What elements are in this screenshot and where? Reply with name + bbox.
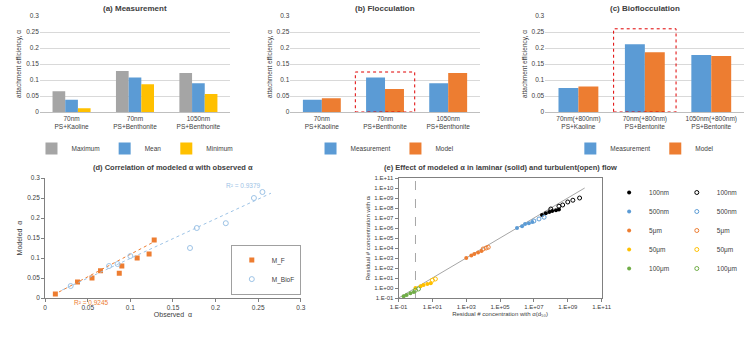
svg-text:Mean: Mean [145, 145, 162, 152]
svg-text:1.E+04: 1.E+04 [374, 245, 394, 251]
svg-text:Model: Model [435, 145, 453, 152]
svg-text:0.3: 0.3 [31, 174, 40, 181]
svg-text:70nm(+800nm)PS+Bentonite: 70nm(+800nm)PS+Bentonite [623, 115, 667, 130]
svg-text:1.E-01: 1.E-01 [376, 295, 394, 301]
svg-text:M_F: M_F [272, 257, 285, 265]
svg-text:1.E+02: 1.E+02 [374, 265, 394, 271]
svg-text:Residual # concentration with: Residual # concentration with αᵢ [365, 196, 371, 281]
svg-text:1050nmPS+Benthonite: 1050nmPS+Benthonite [426, 115, 470, 130]
svg-text:0.25: 0.25 [27, 194, 40, 201]
svg-text:Maximum: Maximum [71, 145, 99, 152]
svg-text:500nm: 500nm [649, 208, 669, 215]
svg-text:R² = 0.9245: R² = 0.9245 [74, 299, 109, 306]
svg-text:(a) Measurement: (a) Measurement [103, 4, 167, 13]
svg-text:1.E+08: 1.E+08 [374, 205, 394, 211]
svg-text:1050nm(+800nm)PS+Bentonite: 1050nm(+800nm)PS+Bentonite [686, 115, 738, 130]
svg-text:0.05: 0.05 [532, 92, 545, 99]
svg-text:0: 0 [35, 108, 39, 115]
svg-text:0.25: 0.25 [26, 28, 39, 35]
svg-text:5μm: 5μm [717, 227, 730, 235]
svg-text:0: 0 [43, 304, 47, 311]
svg-text:500nm: 500nm [717, 208, 737, 215]
svg-text:70nmPS+Kaoline: 70nmPS+Kaoline [305, 115, 340, 130]
svg-text:0.1: 0.1 [31, 254, 40, 261]
svg-text:1.E+00: 1.E+00 [374, 285, 394, 291]
svg-text:Modeled α: Modeled α [16, 221, 23, 256]
svg-text:1.E+01: 1.E+01 [374, 275, 394, 281]
svg-text:70nmPS+Benthonite: 70nmPS+Benthonite [113, 115, 157, 130]
svg-text:1.E+11: 1.E+11 [592, 304, 611, 310]
svg-text:0.2: 0.2 [31, 214, 40, 221]
svg-text:0.3: 0.3 [30, 12, 39, 19]
svg-text:0.05: 0.05 [81, 304, 94, 311]
svg-text:R² = 0.9379: R² = 0.9379 [226, 182, 261, 189]
svg-text:M_BioF: M_BioF [272, 276, 294, 284]
svg-text:Measurement: Measurement [610, 145, 650, 152]
svg-text:70nmPS+Benthonite: 70nmPS+Benthonite [363, 115, 407, 130]
svg-text:0.2: 0.2 [211, 304, 220, 311]
svg-text:0.1: 0.1 [280, 76, 289, 83]
svg-text:0: 0 [541, 108, 545, 115]
svg-text:Measurement: Measurement [351, 145, 391, 152]
svg-text:0.05: 0.05 [27, 274, 40, 281]
svg-text:Observed α: Observed α [154, 311, 192, 318]
svg-text:0.2: 0.2 [280, 44, 289, 51]
svg-text:0.25: 0.25 [277, 28, 290, 35]
svg-text:1.E-01: 1.E-01 [390, 304, 408, 310]
svg-text:0.25: 0.25 [252, 304, 265, 311]
svg-text:0.25: 0.25 [532, 28, 545, 35]
svg-text:(e) Effect of modeled α in lam: (e) Effect of modeled α in laminar (soli… [384, 163, 617, 172]
svg-text:0.3: 0.3 [280, 12, 289, 19]
svg-text:Minimum: Minimum [206, 145, 232, 152]
svg-text:100μm: 100μm [649, 265, 669, 273]
svg-text:70nm(+800nm)PS+Kaoline: 70nm(+800nm)PS+Kaoline [556, 115, 600, 130]
svg-text:100nm: 100nm [717, 189, 737, 196]
svg-text:attachment efficiency, α: attachment efficiency, α [266, 30, 274, 98]
svg-text:0.15: 0.15 [167, 304, 180, 311]
svg-text:1.E+01: 1.E+01 [423, 304, 443, 310]
svg-text:100nm: 100nm [649, 189, 669, 196]
svg-text:1.E+05: 1.E+05 [374, 235, 394, 241]
svg-text:1.E+07: 1.E+07 [374, 215, 394, 221]
svg-text:50μm: 50μm [649, 246, 665, 254]
svg-text:1.E+05: 1.E+05 [490, 304, 510, 310]
svg-text:Model: Model [695, 145, 713, 152]
svg-text:5μm: 5μm [649, 227, 662, 235]
svg-text:0.05: 0.05 [26, 92, 39, 99]
svg-text:(b) Flocculation: (b) Flocculation [355, 4, 415, 13]
svg-text:70nmPS+Kaoline: 70nmPS+Kaoline [54, 115, 89, 130]
svg-text:(c) Bioflocculation: (c) Bioflocculation [610, 4, 680, 13]
svg-text:0.2: 0.2 [30, 44, 39, 51]
svg-text:100μm: 100μm [717, 265, 737, 273]
svg-text:1.E+09: 1.E+09 [558, 304, 578, 310]
svg-text:attachment efficiency, α: attachment efficiency, α [521, 30, 529, 98]
svg-text:0.15: 0.15 [277, 60, 290, 67]
svg-text:0.2: 0.2 [535, 44, 544, 51]
svg-text:1.E+09: 1.E+09 [374, 195, 394, 201]
svg-text:0.3: 0.3 [535, 12, 544, 19]
svg-text:1.E+06: 1.E+06 [374, 225, 394, 231]
svg-text:0.1: 0.1 [30, 76, 39, 83]
svg-text:0.1: 0.1 [126, 304, 135, 311]
svg-text:0: 0 [286, 108, 290, 115]
svg-text:(d) Correlation of modeled α w: (d) Correlation of modeled α with observ… [93, 163, 253, 172]
svg-text:50μm: 50μm [717, 246, 733, 254]
svg-text:0.05: 0.05 [277, 92, 290, 99]
svg-text:1.E+10: 1.E+10 [374, 185, 394, 191]
svg-text:0.3: 0.3 [296, 304, 305, 311]
svg-text:0.1: 0.1 [535, 76, 544, 83]
svg-text:0.15: 0.15 [27, 234, 40, 241]
svg-text:1050nmPS+Benthonite: 1050nmPS+Benthonite [177, 115, 221, 130]
svg-text:1.E+03: 1.E+03 [457, 304, 477, 310]
svg-text:1.E+07: 1.E+07 [524, 304, 544, 310]
svg-text:Residual # concentration with: Residual # concentration with α(d₅₀) [452, 311, 548, 317]
svg-text:0.15: 0.15 [26, 60, 39, 67]
svg-text:attachment efficiency, α: attachment efficiency, α [15, 30, 23, 98]
svg-text:1.E+03: 1.E+03 [374, 255, 394, 261]
svg-text:0.15: 0.15 [532, 60, 545, 67]
svg-text:0: 0 [36, 294, 40, 301]
svg-text:1.E+11: 1.E+11 [375, 175, 394, 181]
